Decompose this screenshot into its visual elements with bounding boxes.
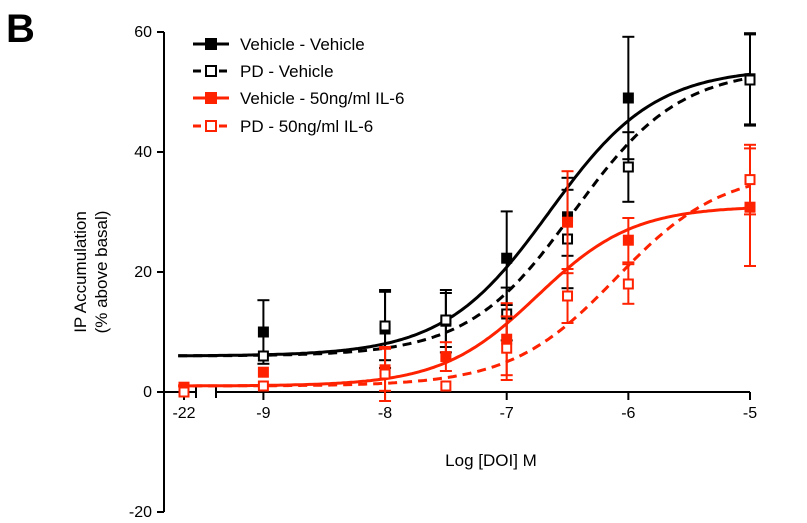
legend-label: Vehicle - Vehicle bbox=[240, 35, 365, 54]
y-tick-label: -20 bbox=[129, 504, 152, 521]
data-point bbox=[440, 314, 452, 326]
y-tick-label: 0 bbox=[143, 384, 152, 401]
x-axis-title: Log [DOI] M bbox=[445, 451, 537, 470]
x-tick-label: -8 bbox=[378, 405, 392, 422]
data-point bbox=[562, 216, 574, 228]
data-point bbox=[501, 342, 513, 354]
legend-item-vehicle-vehicle: Vehicle - Vehicle bbox=[193, 35, 365, 54]
legend-item-pd-vehicle: PD - Vehicle bbox=[193, 62, 334, 81]
legend-label: Vehicle - 50ng/ml IL-6 bbox=[240, 89, 404, 108]
data-point bbox=[562, 290, 574, 302]
y-tick-label: 40 bbox=[134, 144, 152, 161]
data-point bbox=[257, 380, 269, 392]
legend-marker bbox=[205, 38, 217, 50]
x-tick-label: -5 bbox=[743, 405, 757, 422]
legend-item-pd-il6: PD - 50ng/ml IL-6 bbox=[193, 117, 373, 136]
legend-marker bbox=[205, 92, 217, 104]
data-point bbox=[622, 278, 634, 290]
y-tick-label: 60 bbox=[134, 24, 152, 41]
x-tick-label: -6 bbox=[621, 405, 635, 422]
data-point bbox=[379, 368, 391, 380]
plot-area bbox=[178, 32, 756, 402]
legend: Vehicle - Vehicle PD - Vehicle Vehicle -… bbox=[193, 35, 404, 136]
y-axis-title: IP Accumulation (% above basal) bbox=[71, 211, 111, 334]
data-point bbox=[622, 92, 634, 104]
y-axis: -20 0 20 40 60 bbox=[129, 24, 165, 521]
legend-marker bbox=[205, 120, 217, 132]
data-point bbox=[257, 350, 269, 362]
panel-letter: B bbox=[6, 7, 35, 51]
x-axis-break bbox=[195, 386, 217, 398]
x-axis: -22 -9 -8 -7 -6 -5 bbox=[164, 386, 757, 422]
x-tick-label: -9 bbox=[256, 405, 270, 422]
y-axis-title-line1: IP Accumulation bbox=[71, 211, 90, 333]
fit-curve bbox=[178, 76, 751, 358]
data-point bbox=[379, 320, 391, 332]
legend-item-vehicle-il6: Vehicle - 50ng/ml IL-6 bbox=[193, 89, 404, 108]
y-tick-label: 20 bbox=[134, 264, 152, 281]
legend-label: PD - Vehicle bbox=[240, 62, 334, 81]
data-point bbox=[257, 366, 269, 378]
data-point bbox=[257, 326, 269, 338]
data-point bbox=[440, 380, 452, 392]
data-point bbox=[178, 386, 190, 398]
data-point bbox=[501, 252, 513, 264]
data-point bbox=[744, 174, 756, 186]
data-point bbox=[622, 161, 634, 173]
data-point bbox=[622, 234, 634, 246]
data-point bbox=[440, 351, 452, 363]
x-tick-label: -7 bbox=[500, 405, 514, 422]
y-axis-title-line2: (% above basal) bbox=[92, 211, 111, 334]
x-tick-label: -22 bbox=[172, 405, 195, 422]
legend-marker bbox=[205, 65, 217, 77]
fit-curve bbox=[178, 184, 751, 388]
legend-label: PD - 50ng/ml IL-6 bbox=[240, 117, 373, 136]
data-point bbox=[744, 74, 756, 86]
